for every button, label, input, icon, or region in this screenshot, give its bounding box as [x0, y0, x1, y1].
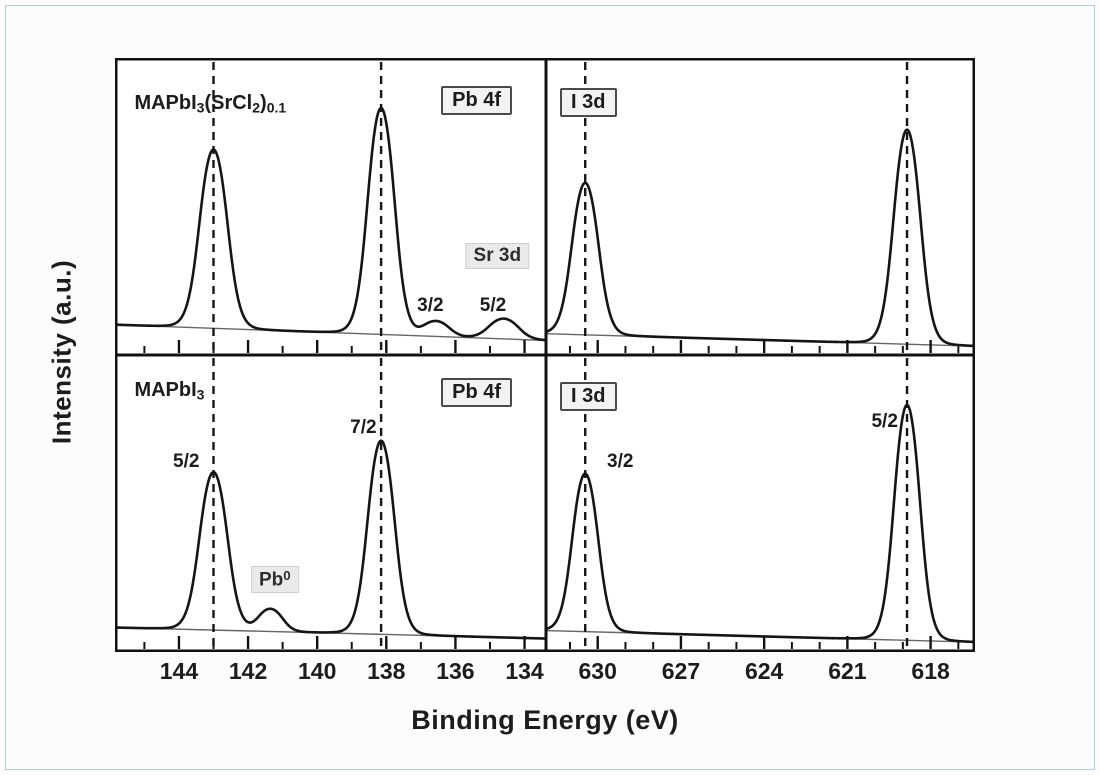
spectrum-curve [115, 439, 547, 640]
region-badge-pb4f: Pb 4f [441, 86, 513, 116]
x-axis-label: Binding Energy (eV) [411, 705, 679, 735]
peak-annotation-7-2: 7/2 [350, 416, 377, 438]
spectrum-curve [545, 128, 975, 348]
region-badge-i3d: I 3d [560, 87, 617, 117]
peak-annotation-sr3d-3-2: 3/2 [417, 294, 444, 316]
panel-background [545, 58, 975, 356]
spectrum-curve [115, 106, 547, 342]
spectrum-panel-i3d: I 3d 3/2 5/2 [545, 354, 975, 652]
peak-annotation-5-2: 5/2 [871, 410, 898, 432]
region-badge-pb4f: Pb 4f [441, 377, 513, 407]
region-badge-i3d: I 3d [560, 382, 617, 412]
spectrum-panel-pb4f-srcl2: MAPbI3(SrCl2)0.1 Pb 4f Sr 3d 3/2 5/2 [115, 58, 547, 356]
spectrum-curve [545, 403, 975, 644]
peak-annotation-sr3d-5-2: 5/2 [479, 294, 507, 316]
sample-formula-label: MAPbI3(SrCl2)0.1 [134, 92, 287, 116]
panel-frame [545, 354, 975, 652]
sample-formula-label: MAPbI3 [134, 379, 205, 403]
sr3d-label: Sr 3d [466, 244, 529, 269]
peak-annotation-5-2: 5/2 [173, 450, 200, 472]
spectrum-panel-i3d-srcl2: I 3d [545, 58, 975, 356]
spectrum-panel-pb4f: MAPbI3 Pb 4f 5/2 7/2 Pb0 [115, 354, 547, 652]
spectrum-plot-i3d [545, 354, 975, 652]
panel-background [545, 354, 975, 652]
pb0-label: Pb0 [251, 567, 298, 593]
peak-annotation-3-2: 3/2 [607, 450, 634, 472]
